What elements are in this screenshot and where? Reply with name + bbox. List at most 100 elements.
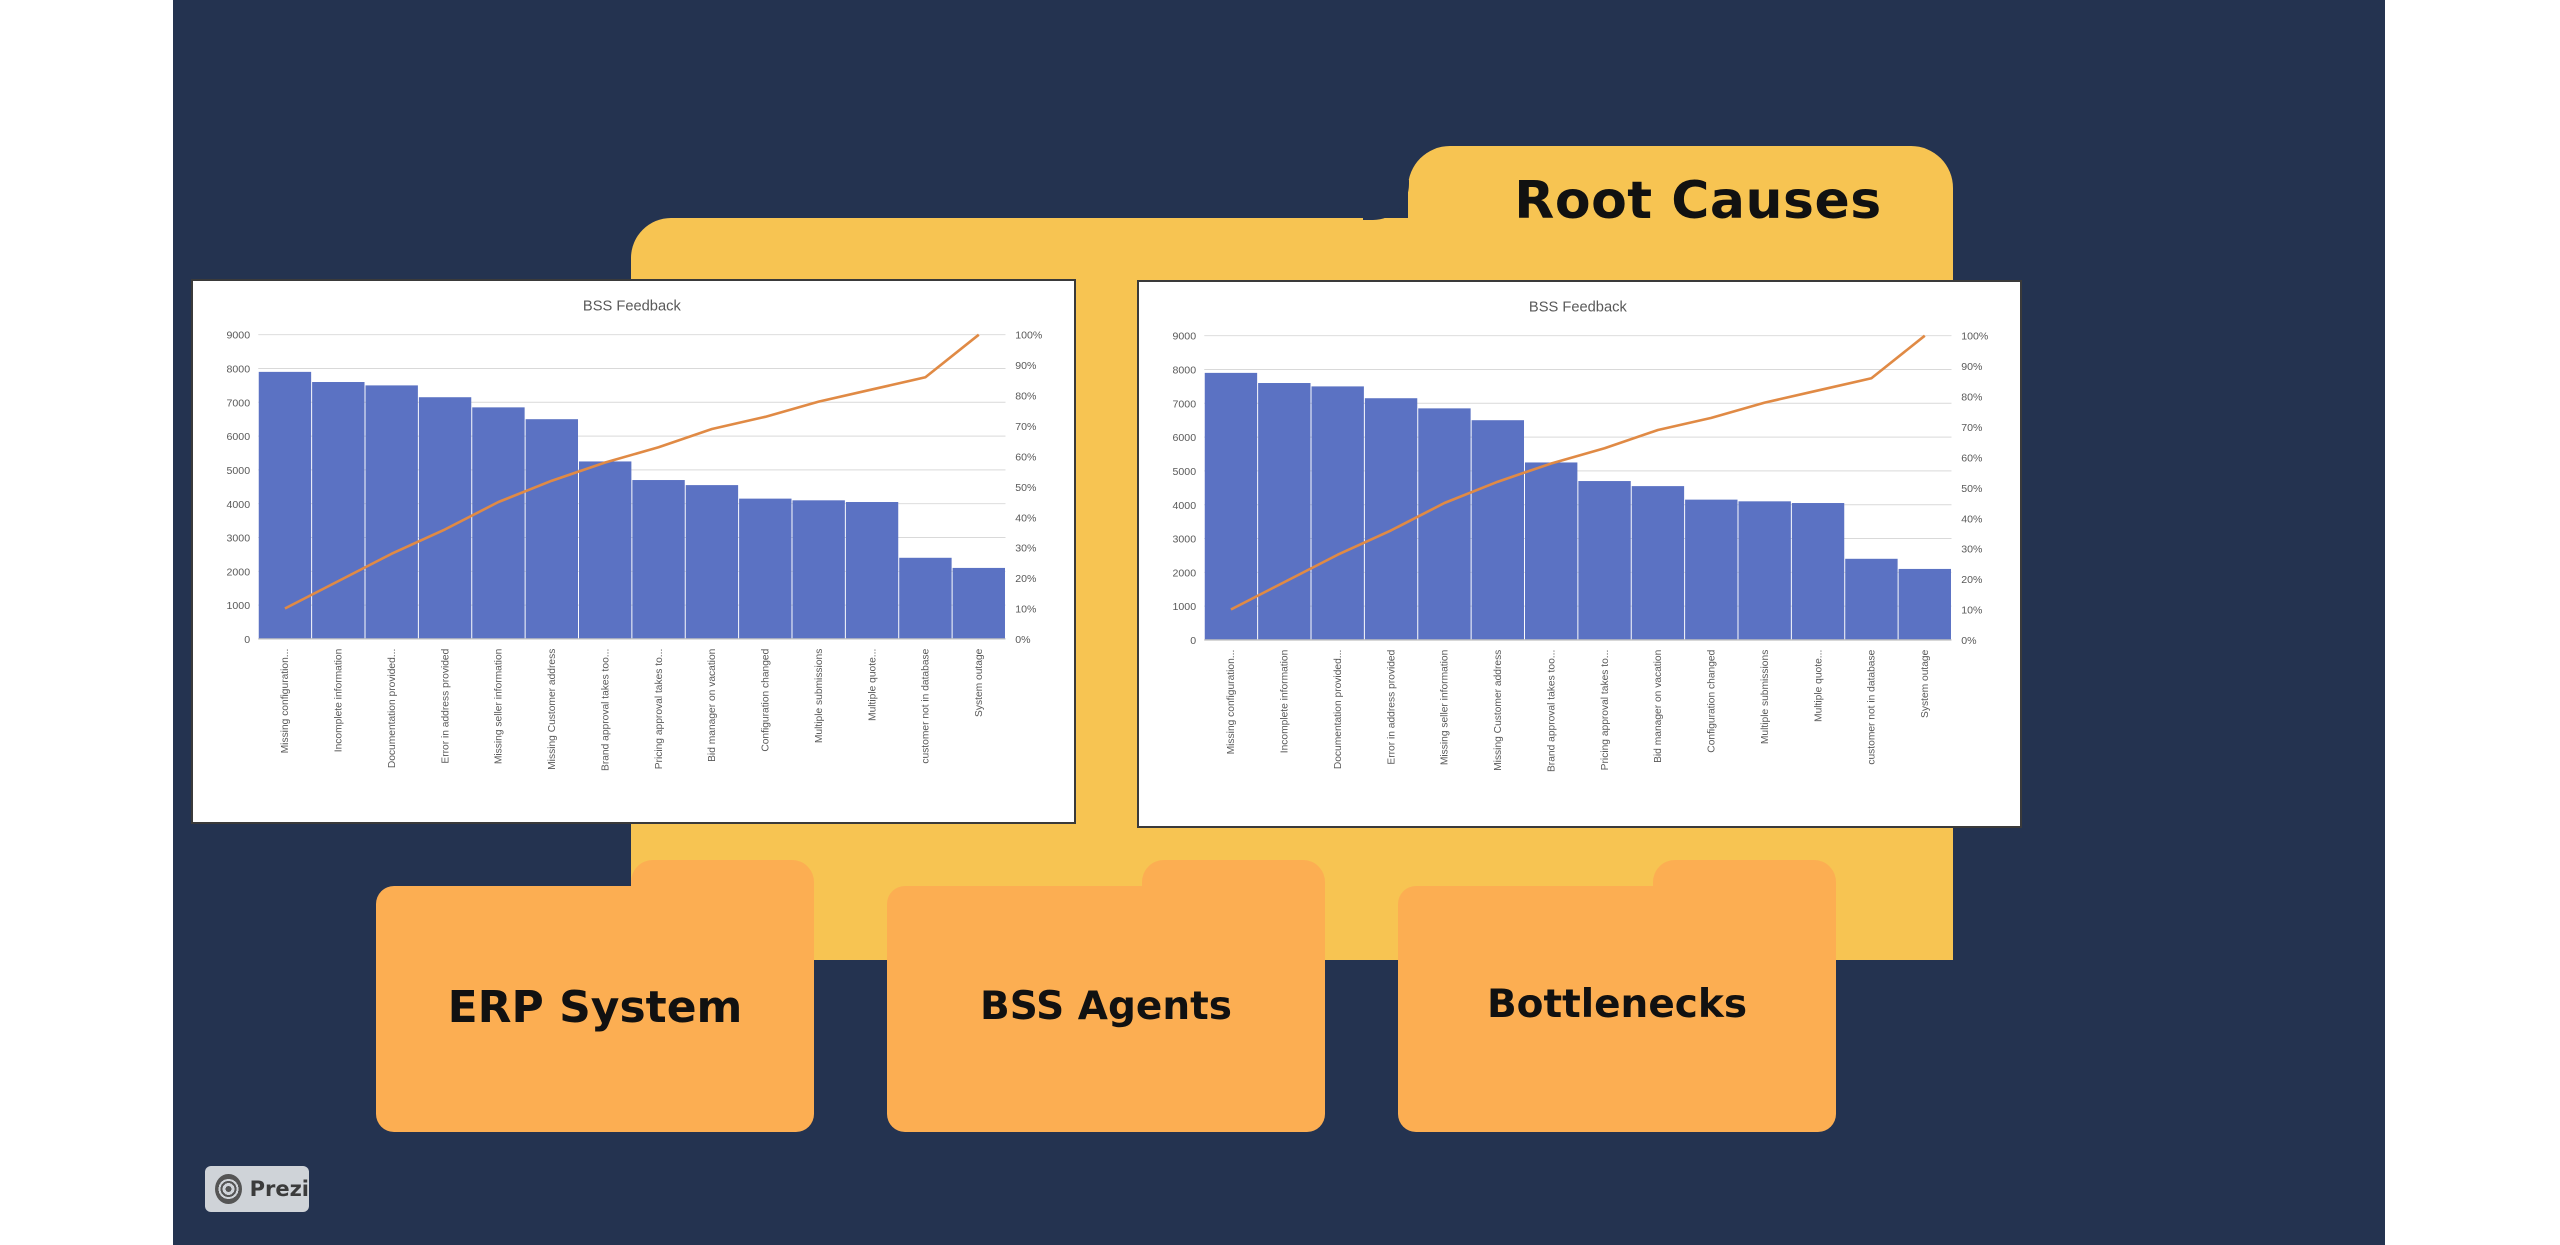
bar <box>1898 568 1951 640</box>
x-tick-label: Documentation provided... <box>1333 650 1344 769</box>
x-tick-label: Configuration changed <box>761 648 772 751</box>
y2-tick-label: 20% <box>1015 573 1037 585</box>
y-tick-label: 8000 <box>1173 365 1197 377</box>
chart-group: BSS Feedback 0 1000 2000 3000 4000 5000 6000 700… <box>1173 299 1989 772</box>
bss-feedback-chart-left: BSS Feedback 0 1000 2000 3000 4000 5000 6000 700… <box>191 279 1076 824</box>
x-tick-label: Multiple quote... <box>1813 650 1824 722</box>
bar <box>1204 372 1258 640</box>
root-causes-folder-tab <box>1408 146 1953 276</box>
y-tick-label: 1000 <box>1173 601 1197 613</box>
x-tick-label: Missing configuration... <box>1226 650 1237 755</box>
y2-tick-label: 40% <box>1961 513 1983 525</box>
bar <box>525 419 579 639</box>
y-tick-label: 6000 <box>227 431 251 443</box>
y2-tick-label: 0% <box>1961 635 1977 647</box>
x-tick-label: System outage <box>974 648 985 717</box>
chart-title: BSS Feedback <box>1529 299 1628 315</box>
bar <box>1631 486 1685 640</box>
bar <box>952 567 1005 639</box>
prezi-badge[interactable]: Prezi <box>205 1166 309 1212</box>
y2-tick-label: 60% <box>1015 451 1037 463</box>
bottlenecks-folder-body <box>1398 886 1836 1132</box>
x-tick-label: Missing seller information <box>1440 649 1451 765</box>
x-tick-label: Bid manager on vacation <box>1653 649 1664 763</box>
bar <box>1845 558 1898 640</box>
x-tick-label: Missing configuration... <box>280 649 291 754</box>
bar <box>472 407 525 639</box>
cumulative-line <box>1230 334 1926 611</box>
bar <box>739 498 792 639</box>
slide-title: Root Causes <box>1514 171 1882 231</box>
bottlenecks-label: Bottlenecks <box>1486 982 1748 1027</box>
bss-agents-folder[interactable]: BSS Agents <box>887 860 1325 1132</box>
y2-tick-label: 90% <box>1961 361 1983 373</box>
y-tick-label: 4000 <box>1173 500 1197 512</box>
y-tick-label: 5000 <box>227 465 251 477</box>
bar <box>1738 501 1791 640</box>
bar <box>1578 481 1631 640</box>
erp-folder-body <box>376 886 814 1132</box>
bss-feedback-chart-right: BSS Feedback 0 1000 2000 3000 4000 5000 6000 700… <box>1137 280 2022 828</box>
erp-system-folder[interactable]: ERP System <box>376 860 814 1132</box>
bar <box>365 385 418 639</box>
x-tick-label: Pricing approval takes to... <box>654 649 665 770</box>
y2-tick-label: 50% <box>1961 483 1983 495</box>
bar <box>1258 383 1311 640</box>
x-tick-label: Missing Customer address <box>1493 650 1504 771</box>
y2-tick-label: 70% <box>1015 421 1037 433</box>
y-tick-label: 3000 <box>1173 534 1197 546</box>
x-tick-label: Brand approval takes too... <box>600 649 611 771</box>
bar <box>312 382 365 639</box>
prezi-badge-label: Prezi <box>249 1177 309 1201</box>
y2-tick-label: 10% <box>1015 604 1037 616</box>
y-tick-label: 2000 <box>227 566 251 578</box>
x-tick-label: Error in address provided <box>1386 649 1397 764</box>
bottlenecks-folder[interactable]: Bottlenecks <box>1398 860 1836 1132</box>
y-tick-label: 5000 <box>1173 466 1197 478</box>
y-tick-label: 1000 <box>227 600 251 612</box>
y-tick-label: 2000 <box>1173 567 1197 579</box>
bar <box>792 500 845 639</box>
bar <box>632 480 685 639</box>
y2-tick-label: 40% <box>1015 512 1037 524</box>
x-tick-label: Multiple submissions <box>814 649 825 743</box>
bar <box>1685 499 1738 640</box>
bar <box>578 461 632 639</box>
prezi-logo-icon <box>215 1174 242 1204</box>
bar <box>418 397 472 639</box>
y2-tick-label: 80% <box>1015 391 1037 403</box>
y2-tick-label: 60% <box>1961 452 1983 464</box>
y2-tick-label: 0% <box>1015 634 1031 646</box>
y2-tick-label: 80% <box>1961 392 1983 404</box>
y2-tick-label: 10% <box>1961 605 1983 617</box>
y2-tick-label: 70% <box>1961 422 1983 434</box>
y-tick-label: 4000 <box>227 499 251 511</box>
x-tick-label: Documentation provided... <box>387 649 398 768</box>
bar <box>1418 408 1471 640</box>
y-tick-label: 9000 <box>227 330 251 342</box>
bar <box>258 371 312 639</box>
y-tick-label: 7000 <box>1173 398 1197 410</box>
folder-notch <box>1363 180 1409 220</box>
x-tick-label: Pricing approval takes to... <box>1600 650 1611 771</box>
y-tick-label: 3000 <box>227 533 251 545</box>
x-tick-label: Incomplete information <box>334 648 345 752</box>
y2-tick-label: 30% <box>1961 544 1983 556</box>
x-tick-label: Multiple submissions <box>1760 650 1771 744</box>
y-tick-label: 9000 <box>1173 331 1197 343</box>
x-tick-label: customer not in database <box>921 648 932 763</box>
x-tick-label: Brand approval takes too... <box>1546 650 1557 772</box>
x-tick-label: System outage <box>1920 649 1931 718</box>
y-tick-label: 0 <box>1190 635 1196 647</box>
x-tick-label: Configuration changed <box>1707 649 1718 752</box>
bss-folder-body <box>887 886 1325 1132</box>
y-tick-label: 7000 <box>227 397 251 409</box>
x-tick-label: Bid manager on vacation <box>707 648 718 762</box>
bar <box>1311 386 1364 640</box>
erp-system-label: ERP System <box>447 982 743 1033</box>
cumulative-line <box>284 333 980 610</box>
bar <box>1791 503 1845 640</box>
y2-tick-label: 20% <box>1961 574 1983 586</box>
y2-tick-label: 90% <box>1015 360 1037 372</box>
chart-title: BSS Feedback <box>583 298 682 314</box>
